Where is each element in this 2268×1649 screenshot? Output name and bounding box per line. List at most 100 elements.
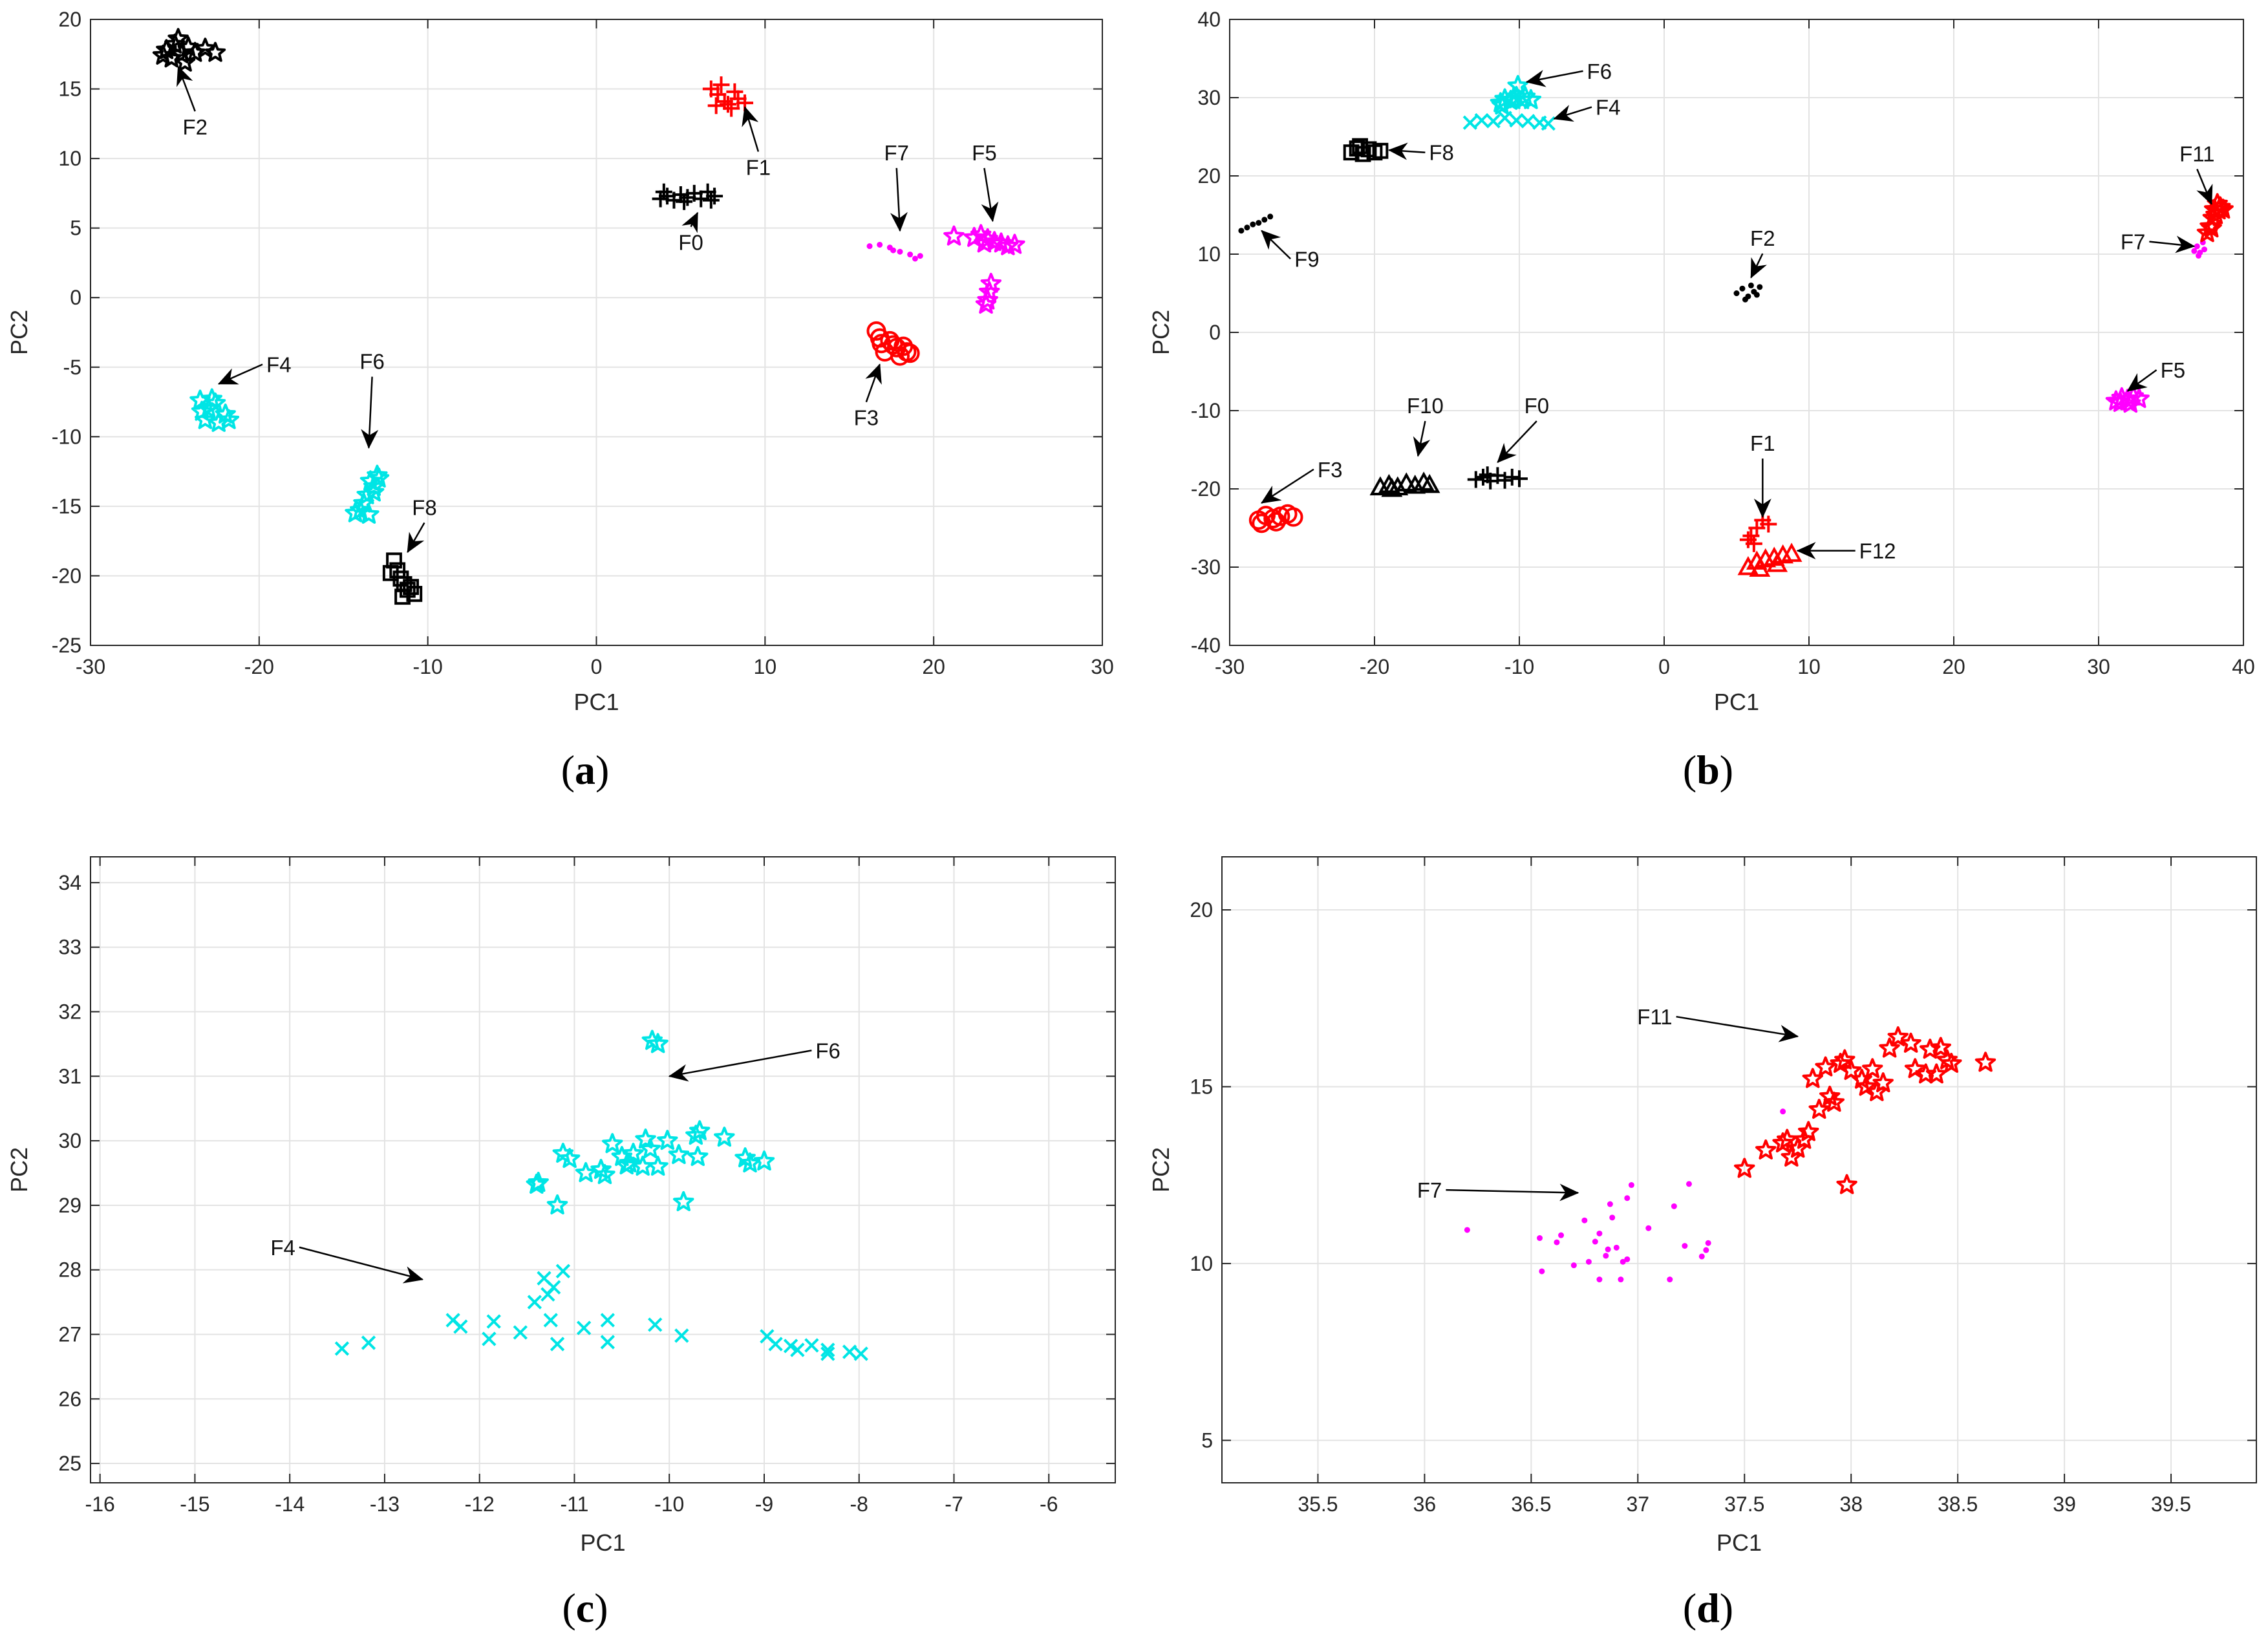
x-tick-label: 38: [1839, 1493, 1863, 1516]
point-F11: [1872, 1072, 1894, 1093]
x-tick-label: -11: [561, 1493, 589, 1516]
point-F2: [161, 47, 182, 68]
point-F7: [2196, 252, 2202, 259]
y-tick-label: 40: [1197, 8, 1221, 31]
point-F4: [820, 1346, 835, 1361]
x-tick-label: -10: [654, 1493, 684, 1516]
point-F1: [726, 83, 744, 100]
series-F5: [943, 224, 1025, 314]
annotation-label-F8: F8: [1429, 141, 1454, 165]
point-F4: [648, 1317, 663, 1332]
annotation-label-F8: F8: [412, 495, 437, 519]
point-F7: [1613, 1244, 1620, 1251]
point-F5: [2120, 393, 2141, 413]
point-F6: [647, 1156, 669, 1176]
x-tick-label: -20: [244, 655, 274, 678]
point-F6: [1503, 89, 1524, 109]
panel-b: -30 -20 -10 0 10 20 30 40-40-30-20-10010203040P…: [1148, 8, 2255, 793]
point-F9: [1244, 224, 1250, 231]
x-tick-label: 0: [1658, 655, 1670, 678]
annotation-arrow-F4: [217, 363, 263, 385]
point-F8: [406, 586, 423, 602]
y-axis-label: PC2: [6, 1147, 32, 1192]
point-F9: [1267, 213, 1274, 220]
y-tick-label: 20: [1190, 898, 1213, 921]
point-F6: [1507, 74, 1528, 95]
annotation-label-F0: F0: [678, 231, 703, 255]
annotation-label-F7: F7: [2121, 230, 2146, 254]
series-F12: [1737, 543, 1803, 577]
point-F4: [790, 1342, 805, 1357]
point-F6: [363, 481, 385, 502]
point-F6: [689, 1120, 711, 1141]
point-F6: [657, 1130, 678, 1150]
point-F4: [576, 1320, 592, 1335]
annotation-arrow-F8: [1387, 142, 1426, 160]
point-F4: [550, 1337, 565, 1352]
point-F6: [528, 1172, 549, 1192]
point-F9: [1250, 221, 1256, 228]
point-F7: [2201, 246, 2208, 253]
point-F7: [1628, 1182, 1634, 1189]
point-F6: [345, 502, 366, 523]
panel-c: -16 -15 -14 -13 -12 -11 -10 -9 -8 -7 -6 25 26 27 28 29 3…: [6, 856, 1116, 1631]
x-tick-label: -6: [1040, 1493, 1058, 1516]
point-F8: [1372, 142, 1389, 159]
point-F12: [1737, 555, 1759, 576]
point-F1: [707, 97, 725, 114]
annotation-arrow-F1: [742, 106, 760, 152]
panel-a: -30 -20 -10 0 10 20 30 -25 -20 -15 -10 -5 0 5 10 15 20 PC…: [6, 8, 1114, 793]
point-F0: [706, 188, 723, 205]
point-F7: [1705, 1240, 1711, 1246]
point-F4: [486, 1314, 501, 1329]
point-F4: [1509, 113, 1524, 128]
annotation-arrow-F8: [407, 522, 425, 554]
y-axis-label: PC2: [6, 310, 32, 355]
point-F6: [594, 1164, 615, 1185]
point-F5: [975, 294, 997, 314]
series-F1: [1739, 512, 1777, 552]
y-tick-label: 5: [70, 217, 81, 240]
point-F7: [1698, 1253, 1705, 1260]
annotation-arrow-F11: [2196, 169, 2213, 205]
point-F7: [1605, 1246, 1611, 1253]
point-F7: [1609, 1214, 1616, 1221]
point-F4: [1474, 113, 1489, 128]
annotation-label-F7: F7: [1417, 1178, 1442, 1202]
point-F6: [647, 1033, 669, 1053]
point-F6: [687, 1146, 709, 1167]
annotation-label-F4: F4: [1596, 96, 1621, 120]
point-F4: [783, 1339, 798, 1353]
series-F4: [189, 388, 240, 432]
point-F11: [1819, 1085, 1841, 1106]
point-F11: [1808, 1099, 1830, 1119]
point-F12: [1781, 543, 1803, 562]
point-F7: [1592, 1238, 1598, 1245]
point-F4: [1497, 111, 1512, 125]
annotation-arrow-F6: [1525, 70, 1583, 87]
point-F1: [712, 76, 730, 94]
y-tick-label: 10: [58, 147, 81, 170]
point-F7: [1703, 1247, 1709, 1253]
point-F5: [977, 289, 998, 310]
point-F6: [546, 1194, 568, 1214]
point-F7: [1554, 1239, 1560, 1245]
point-F0: [1503, 468, 1521, 486]
point-F7: [1645, 1225, 1652, 1231]
series-F8: [1343, 138, 1389, 162]
annotation-arrow-F11: [1676, 1015, 1799, 1042]
point-F6: [623, 1143, 644, 1163]
y-tick-label: 20: [58, 8, 81, 31]
annotation-arrow-F5: [981, 167, 999, 222]
series-F3: [1248, 504, 1303, 534]
point-F5: [997, 235, 1019, 255]
y-tick-label: 0: [70, 286, 81, 309]
annotation-label-F6: F6: [815, 1039, 840, 1062]
point-F11: [1834, 1049, 1856, 1070]
series-F11: [1734, 1026, 1996, 1194]
point-F7: [1596, 1277, 1603, 1283]
point-F10: [1418, 473, 1440, 493]
series-F4: [1462, 111, 1556, 131]
panel-caption: (d): [1683, 1585, 1733, 1631]
y-tick-label: 10: [1190, 1252, 1213, 1275]
